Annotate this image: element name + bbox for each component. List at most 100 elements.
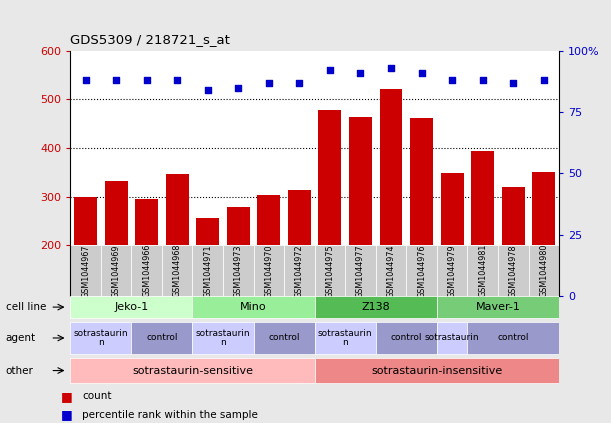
Text: Maver-1: Maver-1 xyxy=(475,302,521,312)
Text: control: control xyxy=(146,333,178,343)
Text: GSM1044974: GSM1044974 xyxy=(387,244,395,297)
Point xyxy=(264,79,274,86)
Bar xyxy=(349,118,372,245)
Point xyxy=(81,77,90,84)
Point xyxy=(478,77,488,84)
Bar xyxy=(70,322,131,354)
Text: Z138: Z138 xyxy=(361,302,390,312)
Text: cell line: cell line xyxy=(5,302,46,312)
Text: GSM1044979: GSM1044979 xyxy=(448,244,456,298)
Bar xyxy=(471,151,494,245)
Bar xyxy=(284,245,315,296)
Text: GSM1044973: GSM1044973 xyxy=(234,244,243,297)
Text: sotrastaurin
n: sotrastaurin n xyxy=(196,329,251,347)
Bar xyxy=(437,322,467,354)
Text: GDS5309 / 218721_s_at: GDS5309 / 218721_s_at xyxy=(70,33,230,47)
Text: GSM1044977: GSM1044977 xyxy=(356,244,365,298)
Text: ■: ■ xyxy=(60,390,72,403)
Text: GSM1044978: GSM1044978 xyxy=(509,244,518,297)
Bar xyxy=(101,245,131,296)
Bar xyxy=(437,245,467,296)
Text: GSM1044966: GSM1044966 xyxy=(142,244,151,297)
Bar xyxy=(376,322,437,354)
Bar xyxy=(318,110,342,245)
Point xyxy=(356,69,365,76)
Bar xyxy=(406,245,437,296)
Text: control: control xyxy=(497,333,529,343)
Bar xyxy=(315,357,559,384)
Point xyxy=(417,69,426,76)
Point xyxy=(539,77,549,84)
Bar xyxy=(532,173,555,245)
Bar xyxy=(192,245,223,296)
Bar xyxy=(166,174,189,245)
Text: sotrastaurin
n: sotrastaurin n xyxy=(73,329,128,347)
Bar xyxy=(104,181,128,245)
Text: GSM1044975: GSM1044975 xyxy=(326,244,334,298)
Point xyxy=(233,84,243,91)
Bar xyxy=(437,296,559,318)
Bar xyxy=(467,245,498,296)
Text: GSM1044969: GSM1044969 xyxy=(112,244,120,297)
Bar xyxy=(379,89,403,245)
Text: agent: agent xyxy=(5,333,35,343)
Bar xyxy=(131,245,162,296)
Bar xyxy=(467,322,559,354)
Bar xyxy=(498,245,529,296)
Point xyxy=(325,67,335,74)
Bar xyxy=(254,322,315,354)
Text: Jeko-1: Jeko-1 xyxy=(114,302,148,312)
Bar xyxy=(529,245,559,296)
Bar xyxy=(70,296,192,318)
Text: other: other xyxy=(5,365,34,376)
Point xyxy=(203,87,213,93)
Point xyxy=(142,77,152,84)
Bar xyxy=(257,195,280,245)
Bar xyxy=(74,197,97,245)
Text: GSM1044970: GSM1044970 xyxy=(265,244,273,297)
Text: GSM1044972: GSM1044972 xyxy=(295,244,304,298)
Text: percentile rank within the sample: percentile rank within the sample xyxy=(82,410,258,420)
Text: sotrastaurin-sensitive: sotrastaurin-sensitive xyxy=(132,365,253,376)
Bar xyxy=(441,173,464,245)
Bar xyxy=(410,118,433,245)
Bar xyxy=(70,357,315,384)
Text: ■: ■ xyxy=(60,408,72,421)
Text: sotrastaurin-insensitive: sotrastaurin-insensitive xyxy=(371,365,502,376)
Bar xyxy=(315,296,437,318)
Text: GSM1044981: GSM1044981 xyxy=(478,244,487,297)
Text: GSM1044976: GSM1044976 xyxy=(417,244,426,297)
Bar xyxy=(376,245,406,296)
Text: sotrastaurin
n: sotrastaurin n xyxy=(318,329,373,347)
Bar xyxy=(315,245,345,296)
Bar xyxy=(162,245,192,296)
Bar xyxy=(135,199,158,245)
Text: GSM1044968: GSM1044968 xyxy=(173,244,181,297)
Bar xyxy=(192,322,254,354)
Bar xyxy=(288,190,311,245)
Point xyxy=(386,65,396,71)
Text: control: control xyxy=(390,333,422,343)
Text: count: count xyxy=(82,391,112,401)
Bar xyxy=(223,245,254,296)
Bar xyxy=(131,322,192,354)
Point xyxy=(508,79,518,86)
Text: GSM1044980: GSM1044980 xyxy=(540,244,548,297)
Bar xyxy=(345,245,376,296)
Bar xyxy=(196,218,219,245)
Bar xyxy=(315,322,376,354)
Point xyxy=(447,77,457,84)
Bar xyxy=(192,296,315,318)
Point xyxy=(295,79,304,86)
Point xyxy=(111,77,121,84)
Text: GSM1044971: GSM1044971 xyxy=(203,244,212,297)
Text: control: control xyxy=(268,333,300,343)
Bar xyxy=(254,245,284,296)
Text: GSM1044967: GSM1044967 xyxy=(81,244,90,297)
Bar xyxy=(502,187,525,245)
Bar xyxy=(227,206,250,245)
Text: Mino: Mino xyxy=(240,302,267,312)
Point xyxy=(172,77,182,84)
Bar xyxy=(70,245,101,296)
Text: sotrastaurin: sotrastaurin xyxy=(425,333,480,343)
